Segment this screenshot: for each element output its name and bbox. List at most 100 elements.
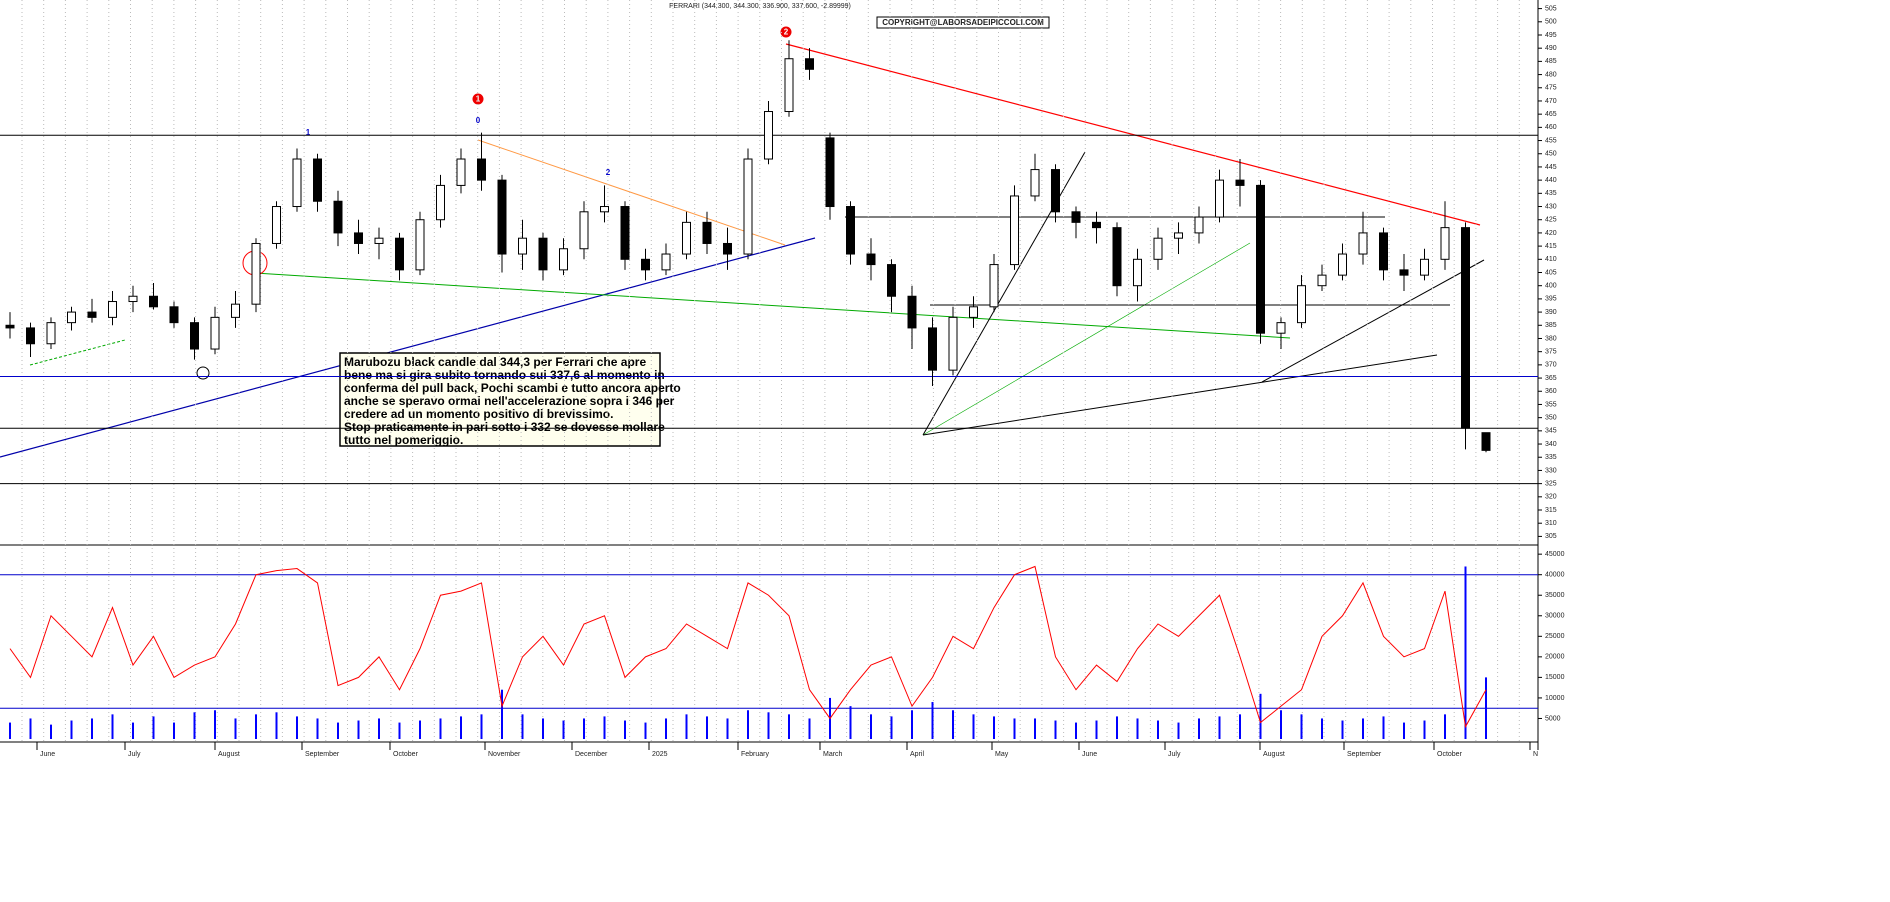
y-tick-label: 355	[1545, 401, 1557, 408]
volume-bar	[706, 716, 708, 739]
volume-bar	[1485, 677, 1487, 739]
candle-body	[354, 232, 363, 244]
candle-body	[87, 311, 97, 318]
x-tick-label: April	[910, 751, 924, 758]
trendline	[922, 354, 1438, 436]
x-tick-label: June	[1082, 751, 1097, 758]
y-tick-label: 45000	[1545, 551, 1565, 558]
candle-body	[46, 322, 56, 345]
candle-body	[374, 237, 384, 244]
candle-body	[1153, 237, 1163, 260]
annotation-line: Stop praticamente in pari sotto i 332 se…	[344, 420, 665, 434]
candle-body	[907, 295, 917, 329]
candle-body	[456, 158, 466, 186]
candle-body	[1174, 232, 1183, 239]
candle-body	[579, 211, 589, 250]
volume-bar	[1321, 718, 1323, 739]
volume-bar	[1013, 718, 1016, 739]
y-tick-label: 440	[1545, 177, 1557, 184]
x-tick-label: November	[488, 751, 521, 758]
candle-body	[743, 158, 753, 255]
volume-bar	[521, 714, 524, 739]
candle-body	[210, 316, 220, 350]
y-tick-label: 335	[1545, 454, 1557, 461]
candle-body	[682, 221, 691, 255]
candle-body	[702, 221, 712, 244]
volume-line	[9, 565, 1487, 729]
x-tick-label: October	[393, 751, 419, 758]
candle-body	[600, 206, 609, 213]
volume-bar	[439, 718, 442, 739]
y-tick-label: 370	[1545, 362, 1557, 369]
volume-bar	[1444, 714, 1446, 739]
candle-body	[518, 237, 527, 255]
candle-body	[1071, 211, 1081, 223]
volume-bar	[1034, 718, 1036, 739]
highlight-circle	[196, 366, 210, 380]
volume-bar	[275, 712, 278, 739]
candle-body	[1133, 258, 1142, 287]
candle-body	[1440, 227, 1450, 260]
volume-bar	[193, 712, 196, 739]
candle-body	[1297, 285, 1306, 324]
volume-bar	[788, 714, 790, 739]
volume-bar	[173, 722, 175, 739]
volume-bar	[1075, 722, 1077, 739]
candle-body	[866, 253, 876, 266]
candle-body	[538, 237, 548, 271]
y-tick-label: 505	[1545, 5, 1557, 12]
volume-bar	[378, 718, 380, 739]
copyright: COPYRIGHT@LABORSADEIPICCOLI.COM	[882, 18, 1044, 27]
x-tick-label: September	[305, 751, 340, 758]
candle-body	[251, 242, 261, 305]
y-tick-label: 325	[1545, 480, 1557, 487]
candle-body	[641, 258, 650, 271]
wave-marker: 1	[306, 128, 311, 137]
y-tick-label: 315	[1545, 507, 1557, 514]
y-tick-label: 385	[1545, 322, 1557, 329]
candle-body	[887, 264, 896, 297]
y-tick-label: 430	[1545, 203, 1557, 210]
candle-body	[1338, 253, 1347, 276]
volume-bar	[665, 718, 667, 739]
volume-bar	[1198, 718, 1200, 739]
candle-body	[169, 306, 179, 324]
candle-body	[1092, 221, 1101, 229]
y-tick-label: 475	[1545, 85, 1557, 92]
candle-body	[1276, 322, 1286, 334]
candle-body	[764, 111, 773, 160]
y-tick-label: 455	[1545, 137, 1557, 144]
y-tick-label: 40000	[1545, 572, 1565, 579]
candle-body	[415, 219, 425, 271]
annotation-line: credere ad un momento positivo di brevis…	[344, 407, 613, 421]
volume-bar	[1341, 720, 1344, 739]
trendline	[1261, 259, 1485, 383]
volume-bar	[747, 710, 749, 739]
y-tick-label: 365	[1545, 375, 1557, 382]
y-tick-label: 350	[1545, 414, 1557, 421]
candle-body	[231, 303, 240, 318]
candle-body	[149, 295, 158, 308]
volume-bar	[501, 689, 503, 739]
volume-bar	[1382, 716, 1385, 739]
candle-body	[292, 158, 302, 208]
y-tick-label: 310	[1545, 520, 1557, 527]
y-tick-label: 360	[1545, 388, 1557, 395]
y-tick-label: 480	[1545, 71, 1557, 78]
x-tick-label: August	[1263, 751, 1285, 758]
wave-marker: 0	[476, 116, 481, 125]
volume-bar	[111, 714, 114, 739]
candle-body	[969, 306, 978, 318]
y-tick-label: 470	[1545, 98, 1557, 105]
candle-body	[436, 184, 445, 221]
candle-body	[108, 301, 117, 318]
y-tick-label: 305	[1545, 533, 1557, 540]
y-tick-label: 390	[1545, 309, 1557, 316]
candle-body	[497, 179, 507, 255]
candle-body	[395, 237, 404, 271]
trendline	[922, 242, 1251, 436]
volume-bar	[1280, 710, 1282, 739]
y-tick-label: 490	[1545, 45, 1557, 52]
